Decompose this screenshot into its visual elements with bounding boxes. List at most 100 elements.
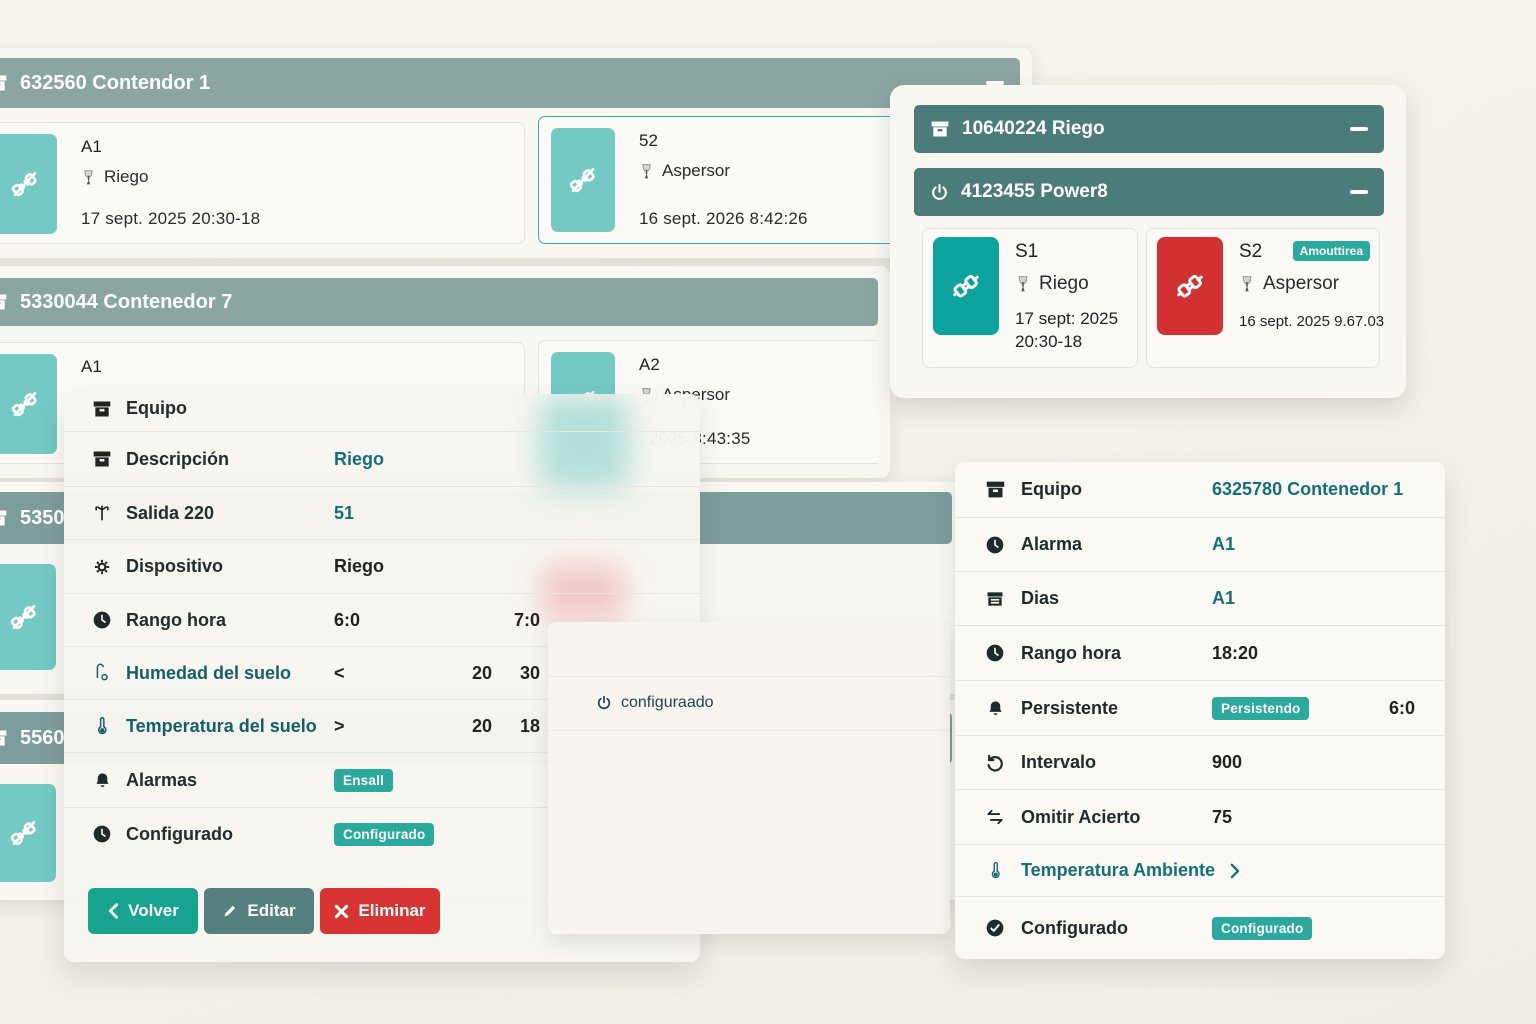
- row-label: Configurado: [1021, 917, 1128, 938]
- device-title: 52: [639, 131, 658, 150]
- row-value-a: 20: [471, 662, 492, 683]
- window-header[interactable]: 5330044 Contenedor 7: [0, 278, 878, 326]
- device-title: A1: [81, 137, 102, 156]
- clock-icon: [90, 610, 114, 630]
- row-label: Salida 220: [126, 502, 215, 523]
- power-header[interactable]: 4123455 Power8: [914, 168, 1384, 216]
- detail-panel-alarma: Equipo 6325780 Contenedor 1 Alarma A1 Di…: [955, 462, 1445, 959]
- plug-small-icon: [639, 163, 654, 180]
- clock-icon: [983, 535, 1007, 555]
- row-value-b: 30: [519, 662, 540, 683]
- minus-icon[interactable]: [986, 81, 1004, 85]
- row-value: Riego: [334, 556, 385, 576]
- editar-button[interactable]: Editar: [204, 888, 314, 934]
- power-icon: [596, 695, 612, 711]
- archive-icon: [90, 399, 114, 419]
- minus-icon[interactable]: [1350, 190, 1368, 194]
- row-salida-220: Salida 220 51: [64, 487, 700, 540]
- row-label: Dias: [1021, 588, 1060, 608]
- row-alarmas: Alarmas Ensall: [64, 753, 700, 808]
- plug-disconnected-icon: [9, 168, 41, 200]
- row-descripcion: Descripción Riego: [64, 432, 700, 487]
- row-label: Equipo: [1021, 479, 1082, 499]
- button-label: Eliminar: [358, 901, 426, 920]
- archive-icon: [90, 449, 114, 469]
- calendar-icon: [983, 589, 1007, 609]
- button-label: Editar: [247, 901, 296, 920]
- device-tile: [0, 134, 57, 234]
- row-equipo: Equipo: [64, 394, 700, 432]
- row-dias: Dias A1: [955, 572, 1445, 626]
- status-mini-panel: configuraado: [548, 622, 950, 934]
- window-contendor-1: 632560 Contendor 1 A1 Riego 17 sept. 202…: [0, 48, 1032, 258]
- socket-card-s1[interactable]: S1 Riego 17 sept: 2025 20:30-18: [922, 228, 1138, 368]
- device-tile: [551, 128, 615, 232]
- eliminar-button[interactable]: Eliminar: [320, 888, 440, 934]
- socket-card-s2[interactable]: Amouttirea S2 Aspersor 16 sept. 2025 9.6…: [1146, 228, 1384, 368]
- window-title: 4123455 Power8: [961, 181, 1108, 202]
- row-value: A1: [1212, 534, 1236, 554]
- socket-tile: [933, 237, 999, 335]
- row-value-from: 6:0: [334, 609, 361, 630]
- status-badge: Ensall: [334, 768, 393, 792]
- plug-small-icon: [1015, 275, 1031, 293]
- minus-icon[interactable]: [1350, 127, 1368, 131]
- device-title: A1: [81, 357, 102, 376]
- window-header[interactable]: 632560 Contendor 1: [0, 58, 1020, 108]
- row-alarma: Alarma A1: [955, 518, 1445, 572]
- row-value: 18:20: [1212, 642, 1259, 663]
- window-title: 5350: [20, 506, 65, 529]
- device-title: A2: [639, 355, 660, 374]
- socket-title: S2: [1239, 241, 1263, 262]
- row-comparator: >: [334, 715, 345, 736]
- row-configurado: Configurado Configurado: [955, 897, 1445, 959]
- archive-icon: [0, 292, 8, 312]
- device-card-a1[interactable]: A1 Riego 17 sept. 2025 20:30-18: [0, 122, 525, 244]
- row-label: Alarma: [1021, 534, 1083, 554]
- device-tile[interactable]: [0, 564, 56, 670]
- clock-icon: [90, 824, 114, 844]
- x-icon: [334, 904, 349, 919]
- plug-disconnected-icon: [567, 164, 599, 196]
- device-tile[interactable]: [0, 784, 56, 882]
- volver-button[interactable]: Volver: [88, 888, 198, 934]
- archive-icon: [983, 479, 1007, 500]
- row-value: A1: [1212, 588, 1236, 608]
- window-title: 632560 Contendor 1: [20, 71, 211, 94]
- socket-title: S1: [1015, 241, 1039, 262]
- row-value: 6325780 Contenedor 1: [1212, 479, 1404, 499]
- row-temperatura-ambiente[interactable]: Temperatura Ambiente: [955, 845, 1445, 897]
- device-date: 17 sept. 2025 20:30-18: [81, 209, 261, 228]
- clock-icon: [983, 643, 1007, 663]
- divider: [548, 676, 950, 677]
- status-badge: Persistendo: [1212, 696, 1310, 720]
- action-buttons: Volver Editar Eliminar: [88, 888, 440, 934]
- window-title: 10640224 Riego: [962, 118, 1105, 139]
- row-label: Intervalo: [1021, 752, 1097, 772]
- row-label: Rango hora: [1021, 642, 1122, 663]
- moisture-icon: [90, 663, 114, 683]
- status-badge: Configurado: [334, 822, 435, 846]
- thermometer-icon: [983, 861, 1007, 880]
- row-value: Riego: [334, 448, 385, 469]
- row-label: Alarmas: [126, 769, 198, 790]
- row-rango-hora: Rango hora 18:20: [955, 626, 1445, 681]
- blur-teal-blob: [538, 398, 630, 490]
- plug-small-icon: [81, 169, 96, 186]
- row-value: 75: [1212, 806, 1233, 827]
- window-title: 5330044 Contenedor 7: [20, 290, 233, 313]
- row-value-to: 7:0: [513, 609, 540, 630]
- auto-badge: Amouttirea: [1292, 241, 1370, 261]
- archive-icon: [0, 508, 8, 528]
- plug-disconnected-icon: [9, 388, 41, 420]
- configured-status-row: configuraado: [548, 676, 950, 730]
- power-icon: [930, 183, 949, 202]
- riego-header[interactable]: 10640224 Riego: [914, 105, 1384, 153]
- undo-icon: [983, 753, 1007, 773]
- archive-icon: [0, 73, 8, 93]
- gear-icon: [90, 557, 114, 577]
- plug-small-icon: [1239, 275, 1255, 293]
- bell-icon: [90, 771, 114, 790]
- row-temperatura-suelo: Temperatura del suelo > 20 18: [64, 700, 700, 753]
